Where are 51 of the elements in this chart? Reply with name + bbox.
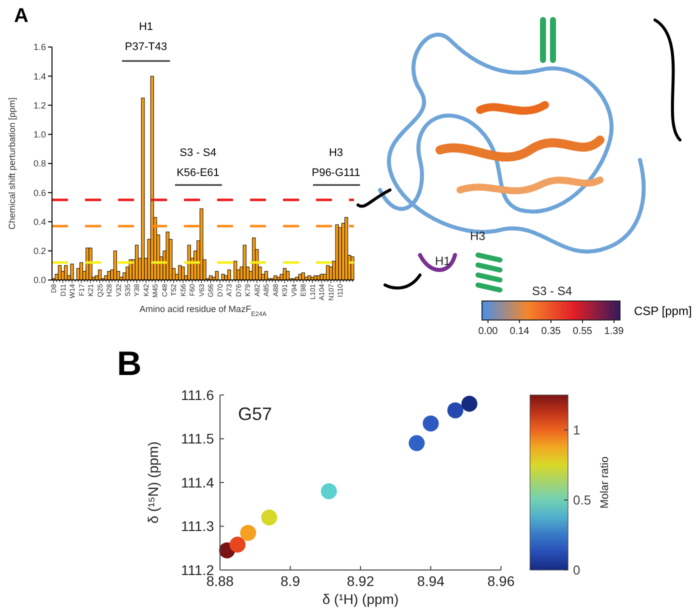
point [240, 524, 256, 541]
y-tick-label: 0.8 [33, 158, 46, 169]
x-tick-label: 8.92 [346, 573, 374, 589]
text: H1 [435, 254, 451, 268]
text: S3 - S4 [532, 284, 572, 298]
text: H3 [470, 229, 486, 243]
y-axis-title: Chemical shift perturbation [ppm] [7, 97, 17, 230]
text: B [117, 345, 142, 383]
text: A [14, 5, 28, 27]
point [261, 510, 278, 526]
text: 0.14 [510, 326, 530, 337]
x-axis-title: Amino acid residue of MazF$_{E24A}$ [140, 304, 268, 318]
text: 0.55 [572, 326, 593, 337]
color-bar-title: CSP [ppm] [634, 304, 692, 318]
x-tick-label: 8.94 [417, 573, 445, 589]
point [461, 396, 478, 412]
y-tick-label: 1.4 [33, 71, 46, 82]
point [447, 402, 464, 418]
y-tick-label: 1.2 [33, 100, 46, 110]
text: 1.39 [604, 326, 624, 337]
color-bar-label: 0.5 [573, 492, 592, 508]
x-tick-label: 8.9 [280, 573, 300, 589]
color-bar-title: Molar ratio [599, 456, 611, 508]
y-tick-label: 111.3 [181, 518, 214, 534]
color-bar-label: 1 [573, 422, 580, 438]
y-tick-label: 111.4 [181, 474, 214, 490]
text: 0.35 [541, 326, 562, 337]
annotation: P96-G111 [312, 167, 360, 179]
annotation: P37-T43 [124, 41, 168, 53]
point [230, 536, 246, 553]
color-bar-label: 0 [573, 562, 580, 578]
point [320, 483, 337, 500]
annotation: S3 - S4 [180, 147, 216, 159]
text: H1 [138, 21, 154, 33]
point [408, 435, 425, 452]
y-tick-label: 0.0 [33, 275, 46, 286]
y-tick-label: 1.0 [33, 130, 46, 140]
annotation: H3 [328, 147, 344, 159]
y-tick-label: 0.2 [33, 246, 46, 256]
y-tick-label: 0.6 [33, 188, 46, 198]
annotation: K56-E61 [176, 167, 220, 179]
y-tick-label: 111.6 [181, 386, 214, 403]
x-axis-title: δ (¹H) (ppm) [322, 591, 399, 607]
annotation: G57 [238, 404, 272, 424]
text: 0.00 [478, 326, 498, 337]
y-tick-label: 1.6 [33, 42, 46, 52]
x-tick-label: 8.96 [487, 573, 515, 589]
y-tick-label: 111.5 [181, 430, 214, 447]
y-axis-title: δ (¹⁵N) (ppm) [145, 441, 161, 524]
y-tick-label: 0.4 [33, 216, 46, 227]
point [422, 415, 439, 432]
